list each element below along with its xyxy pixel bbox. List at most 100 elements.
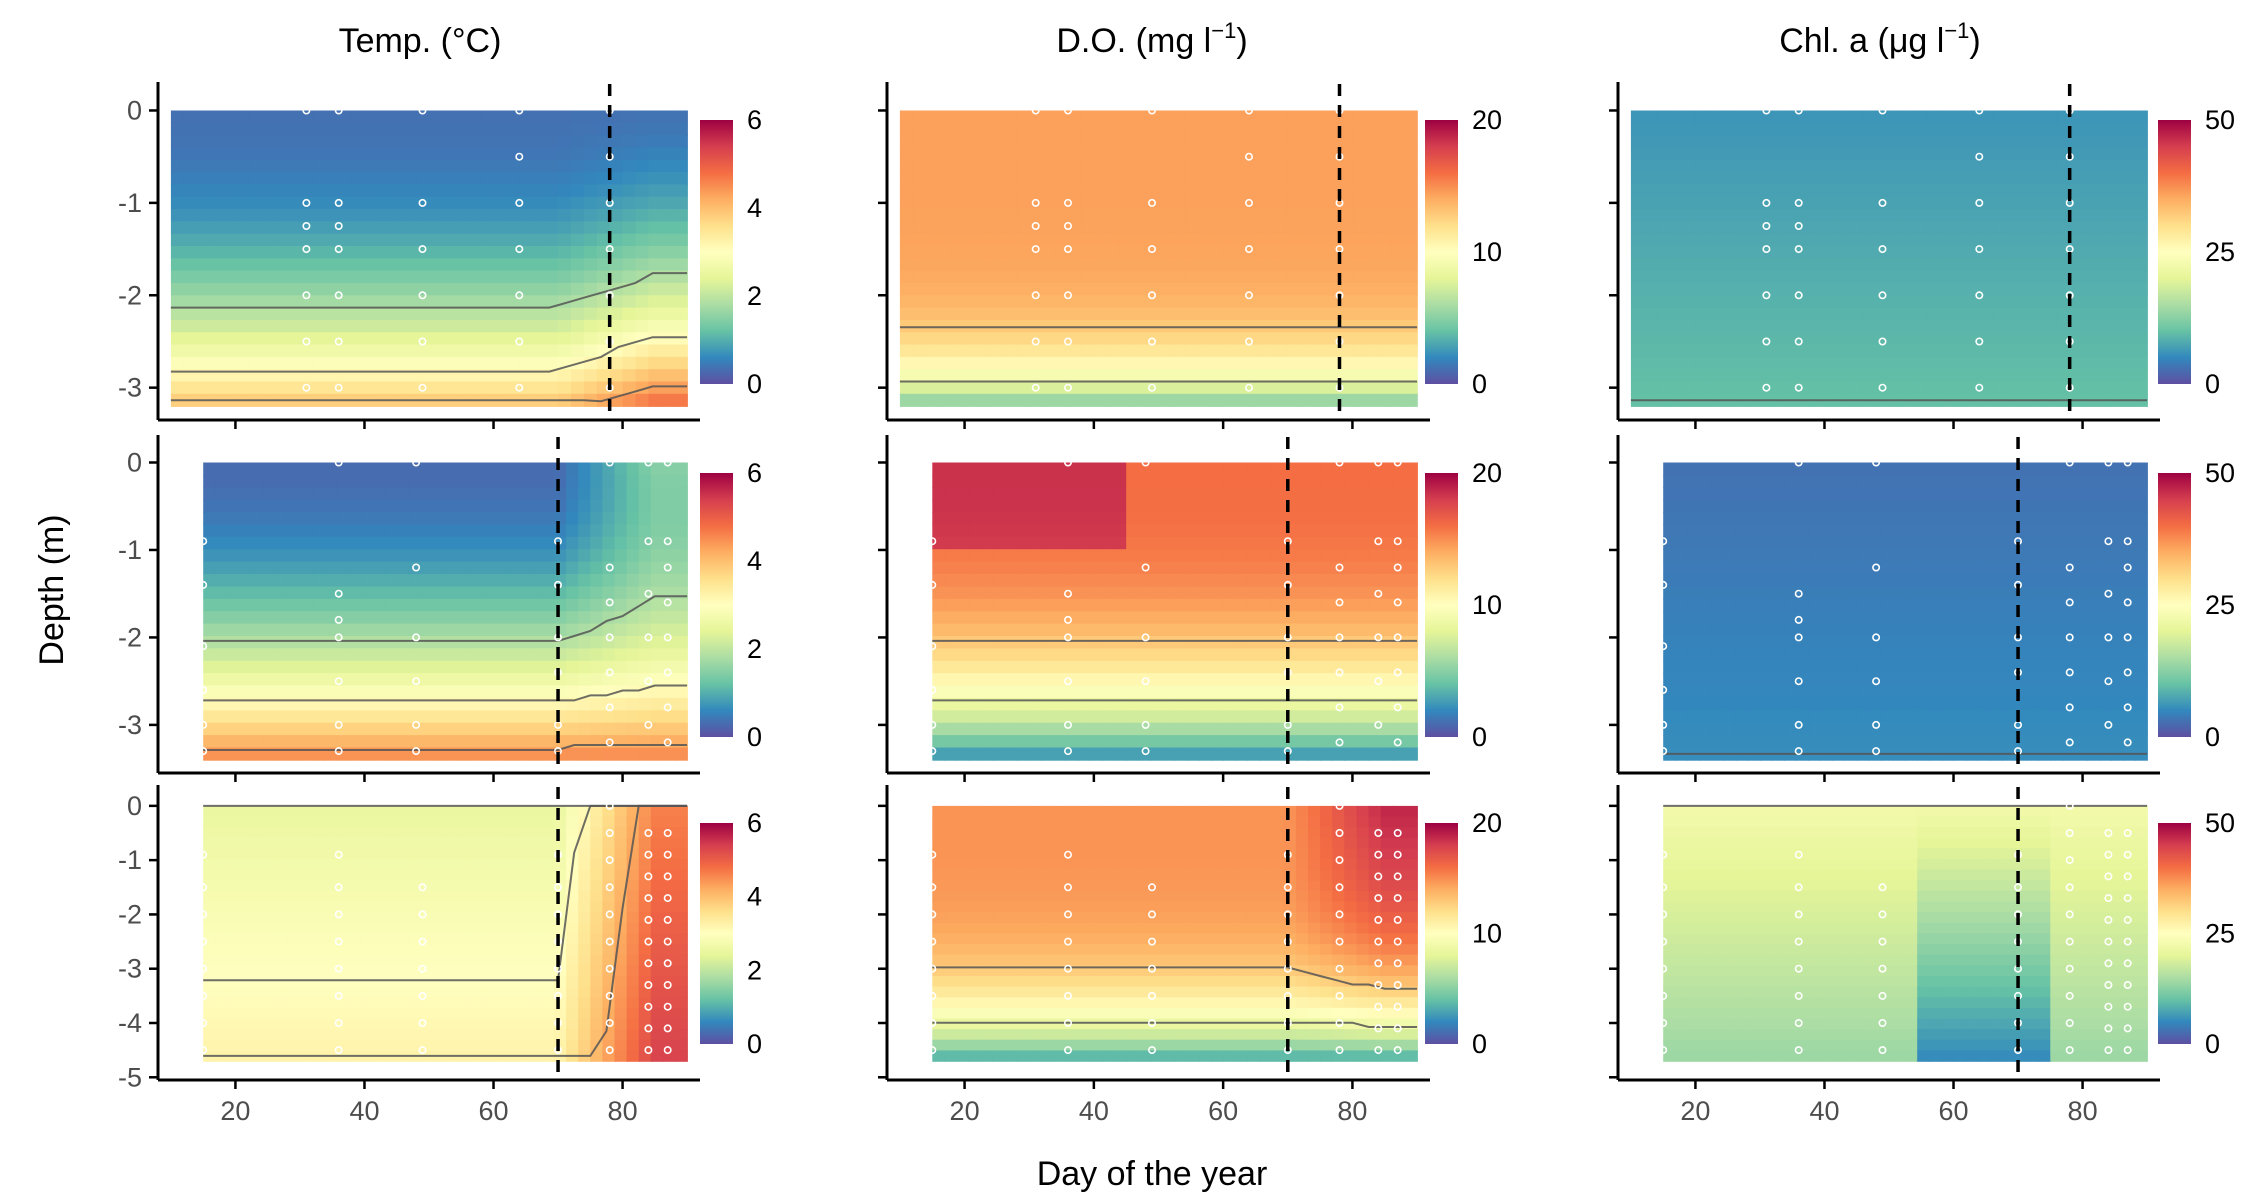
heatmap-cell (1332, 722, 1346, 736)
heatmap-cell (222, 307, 237, 321)
heatmap-cell (1211, 549, 1224, 563)
heatmap-cell (364, 356, 379, 370)
heatmap-cell (1682, 159, 1697, 173)
heatmap-cell (467, 258, 482, 272)
heatmap-cell (1300, 356, 1315, 370)
heatmap-cell (1271, 673, 1285, 687)
heatmap-cell (1889, 159, 1903, 173)
heatmap-cell (203, 561, 217, 575)
sample-point (644, 589, 653, 598)
heatmap-cell (912, 381, 927, 395)
heatmap-cell (2108, 282, 2123, 296)
heatmap-cell (1261, 221, 1276, 235)
heatmap-cell (275, 499, 289, 513)
heatmap-cell (1236, 110, 1250, 124)
heatmap-cell (1171, 209, 1186, 223)
heatmap-cell (519, 307, 533, 321)
heatmap-cell (912, 344, 927, 358)
heatmap-cell (566, 561, 579, 575)
heatmap-cell (1760, 172, 1774, 186)
heatmap-cell (416, 295, 430, 309)
heatmap-cell (1313, 369, 1328, 383)
sample-point (418, 245, 427, 254)
heatmap-cell (1339, 381, 1354, 395)
heatmap-cell (1966, 344, 1981, 358)
sample-point (1878, 337, 1887, 346)
sample-point (199, 747, 208, 756)
heatmap-cell (1669, 332, 1684, 346)
heatmap-cell (336, 499, 350, 513)
heatmap-cell (203, 524, 217, 538)
heatmap-cell (662, 636, 676, 650)
heatmap-cell (457, 598, 471, 612)
heatmap-cell (622, 122, 637, 136)
heatmap-cell (2043, 307, 2058, 321)
heatmap-cell (2082, 381, 2097, 395)
heatmap-cell (541, 673, 555, 687)
heatmap-cell (1308, 487, 1321, 501)
heatmap-cell (1889, 110, 1903, 124)
heatmap-cell (2134, 369, 2148, 383)
heatmap-cell (1287, 209, 1302, 223)
heatmap-cell (951, 184, 966, 198)
heatmap-cell (454, 172, 469, 186)
heatmap-cell (1889, 233, 1903, 247)
heatmap-cell (956, 747, 970, 761)
heatmap-cell (1210, 246, 1224, 260)
heatmap-cell (384, 574, 398, 588)
heatmap-cell (635, 307, 650, 321)
heatmap-cell (1198, 561, 1212, 575)
heatmap-cell (1114, 474, 1127, 489)
heatmap-cell (899, 258, 914, 272)
heatmap-cell (1721, 344, 1735, 358)
sample-point (302, 337, 311, 346)
heatmap-cell (2069, 122, 2084, 136)
heatmap-cell (648, 356, 663, 370)
heatmap-cell (1089, 512, 1103, 526)
heatmap-cell (261, 184, 275, 198)
heatmap-cell (1365, 233, 1380, 247)
heatmap-cell (545, 258, 559, 272)
heatmap-cell (1119, 393, 1134, 407)
heatmap-cell (263, 611, 277, 625)
heatmap-cell (2082, 172, 2097, 186)
heatmap-cell (529, 536, 543, 550)
heatmap-cell (519, 319, 533, 333)
heatmap-cell (1356, 636, 1370, 650)
heatmap-cell (390, 221, 404, 235)
heatmap-cell (1029, 270, 1043, 284)
heatmap-cell (1184, 147, 1199, 161)
heatmap-cell (1171, 233, 1186, 247)
heatmap-cell (1042, 381, 1056, 395)
heatmap-cell (1356, 710, 1370, 724)
heatmap-cell (1378, 270, 1392, 284)
heatmap-cell (1106, 221, 1121, 235)
heatmap-cell (590, 710, 604, 724)
heatmap-cell (1247, 574, 1261, 588)
heatmap-cell (1979, 258, 1993, 272)
heatmap-cell (263, 462, 277, 476)
heatmap-cell (377, 307, 392, 321)
heatmap-cell (170, 258, 185, 272)
heatmap-cell (1017, 574, 1030, 588)
heatmap-cell (1734, 184, 1748, 198)
heatmap-cell (675, 499, 688, 513)
heatmap-cell (416, 270, 430, 284)
heatmap-cell (1378, 282, 1392, 296)
heatmap-cell (403, 184, 417, 198)
heatmap-cell (1368, 549, 1382, 563)
heatmap-cell (1391, 135, 1405, 149)
heatmap-cell (1016, 196, 1030, 210)
heatmap-cell (635, 110, 650, 124)
heatmap-cell (912, 233, 927, 247)
heatmap-cell (1772, 307, 1787, 321)
heatmap-cell (1966, 282, 1981, 296)
heatmap-cell (1850, 135, 1864, 149)
heatmap-cell (372, 673, 386, 687)
heatmap-cell (1721, 221, 1735, 235)
heatmap-cell (1760, 196, 1774, 210)
heatmap-cell (1068, 209, 1082, 223)
heatmap-cell (602, 710, 616, 724)
heatmap-cell (1029, 710, 1043, 724)
heatmap-cell (1953, 209, 1968, 223)
